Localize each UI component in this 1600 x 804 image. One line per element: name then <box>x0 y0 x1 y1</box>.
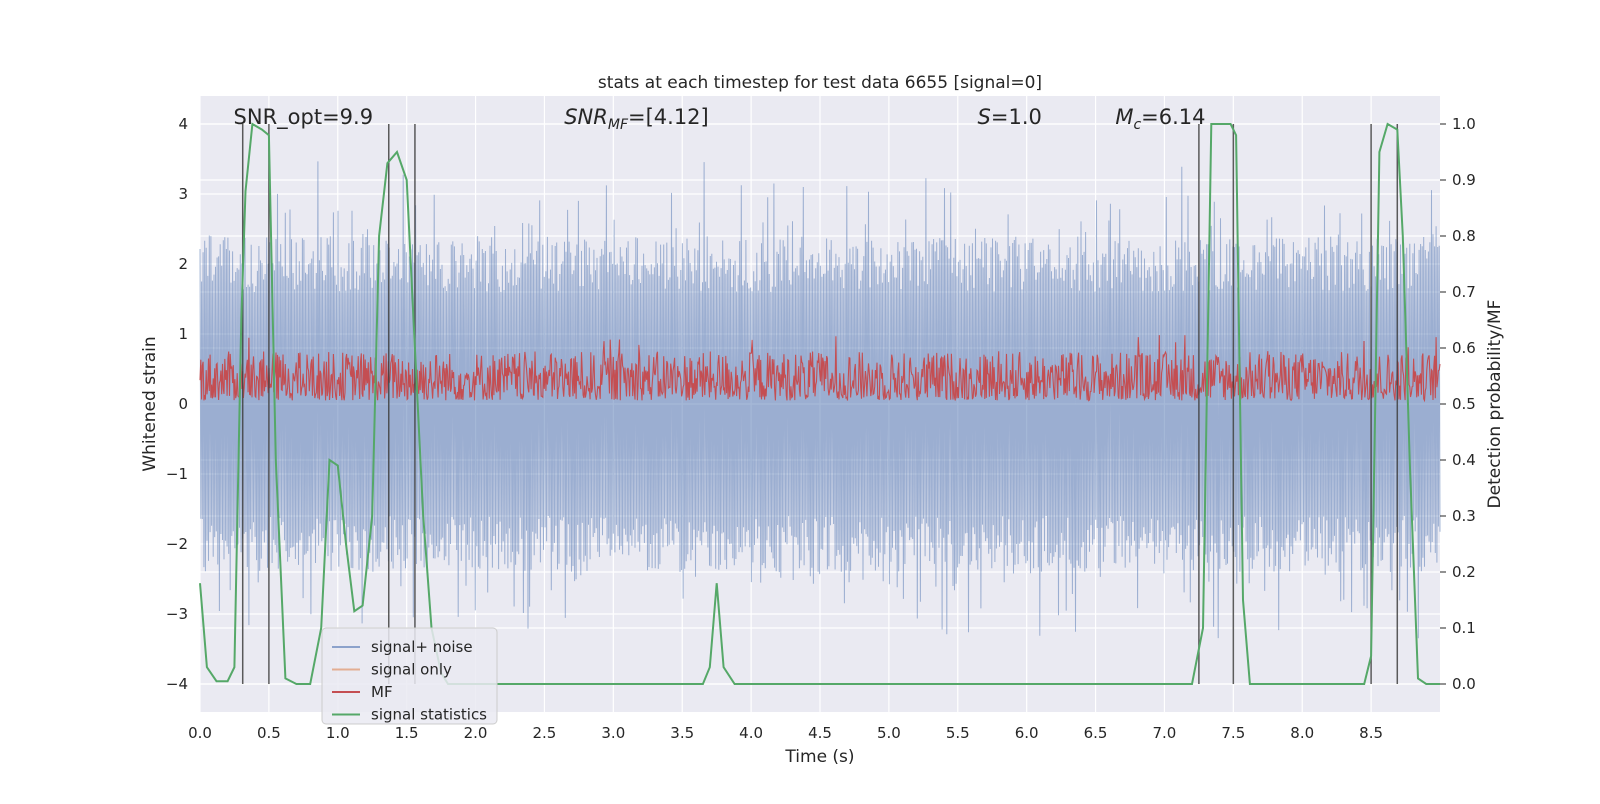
x-axis-label: Time (s) <box>784 747 854 767</box>
legend-label: signal statistics <box>371 706 487 724</box>
y-tick-label: −2 <box>166 535 188 553</box>
y2-tick-label: 0.1 <box>1452 619 1476 637</box>
y2-axis-label: Detection probability/MF <box>1485 300 1505 509</box>
legend-label: signal+ noise <box>371 638 473 656</box>
x-tick-label: 1.0 <box>326 724 350 742</box>
x-tick-label: 2.0 <box>464 724 488 742</box>
y2-tick-label: 0.3 <box>1452 507 1476 525</box>
legend: signal+ noise signal only MF signal statist… <box>321 627 498 725</box>
y-tick-label: −4 <box>166 675 188 693</box>
y2-tick-label: 1.0 <box>1452 115 1476 133</box>
x-tick-label: 8.5 <box>1359 724 1383 742</box>
legend-label: signal only <box>371 661 452 679</box>
y2-tick-label: 0.5 <box>1452 395 1476 413</box>
x-tick-label: 5.0 <box>877 724 901 742</box>
x-tick-label: 4.0 <box>739 724 763 742</box>
y2-tick-label: 0.6 <box>1452 339 1476 357</box>
axis-ticks: 0.0 0.5 1.0 1.5 2.0 2.5 3.0 3.5 4.0 4.5 5.0 5.5 6.0 6… <box>166 115 1476 742</box>
x-tick-label: 0.0 <box>188 724 212 742</box>
x-tick-label: 7.5 <box>1221 724 1245 742</box>
x-tick-label: 3.5 <box>670 724 694 742</box>
y2-tick-label: 0.2 <box>1452 563 1476 581</box>
legend-label: MF <box>371 683 393 701</box>
detection-markers <box>241 124 1399 684</box>
x-tick-label: 2.5 <box>533 724 557 742</box>
annotations: SNR_opt=9.9 SNRMF=[4.12] S=1.0 Mc=6.14 <box>234 105 1206 133</box>
chart-annotation: SNR_opt=9.9 <box>234 105 374 130</box>
y-tick-label: 2 <box>178 255 188 273</box>
x-tick-label: 1.5 <box>395 724 419 742</box>
y-tick-label: 3 <box>178 185 188 203</box>
chart-annotation: S=1.0 <box>978 105 1042 129</box>
y2-tick-label: 0.7 <box>1452 283 1476 301</box>
x-tick-label: 8.0 <box>1290 724 1314 742</box>
x-tick-label: 6.5 <box>1084 724 1108 742</box>
x-tick-label: 4.5 <box>808 724 832 742</box>
y2-tick-label: 0.4 <box>1452 451 1476 469</box>
y-tick-label: 4 <box>178 115 188 133</box>
y-tick-label: −1 <box>166 465 188 483</box>
y2-tick-label: 0.9 <box>1452 171 1476 189</box>
y-tick-label: 1 <box>178 325 188 343</box>
legend-box <box>321 627 498 725</box>
chart-annotation: Mc=6.14 <box>1115 105 1205 133</box>
y2-tick-label: 0.0 <box>1452 675 1476 693</box>
y2-tick-label: 0.8 <box>1452 227 1476 245</box>
y-axis-label: Whitened strain <box>140 336 160 471</box>
x-tick-label: 7.0 <box>1153 724 1177 742</box>
y-tick-label: −3 <box>166 605 188 623</box>
x-tick-label: 5.5 <box>946 724 970 742</box>
x-tick-label: 3.0 <box>601 724 625 742</box>
chart-annotation: SNRMF=[4.12] <box>564 105 709 133</box>
x-tick-label: 6.0 <box>1015 724 1039 742</box>
y-tick-label: 0 <box>178 395 188 413</box>
x-tick-label: 0.5 <box>257 724 281 742</box>
legend-items: signal+ noise signal only MF signal statist… <box>332 638 487 724</box>
chart-title: stats at each timestep for test data 665… <box>598 73 1042 93</box>
